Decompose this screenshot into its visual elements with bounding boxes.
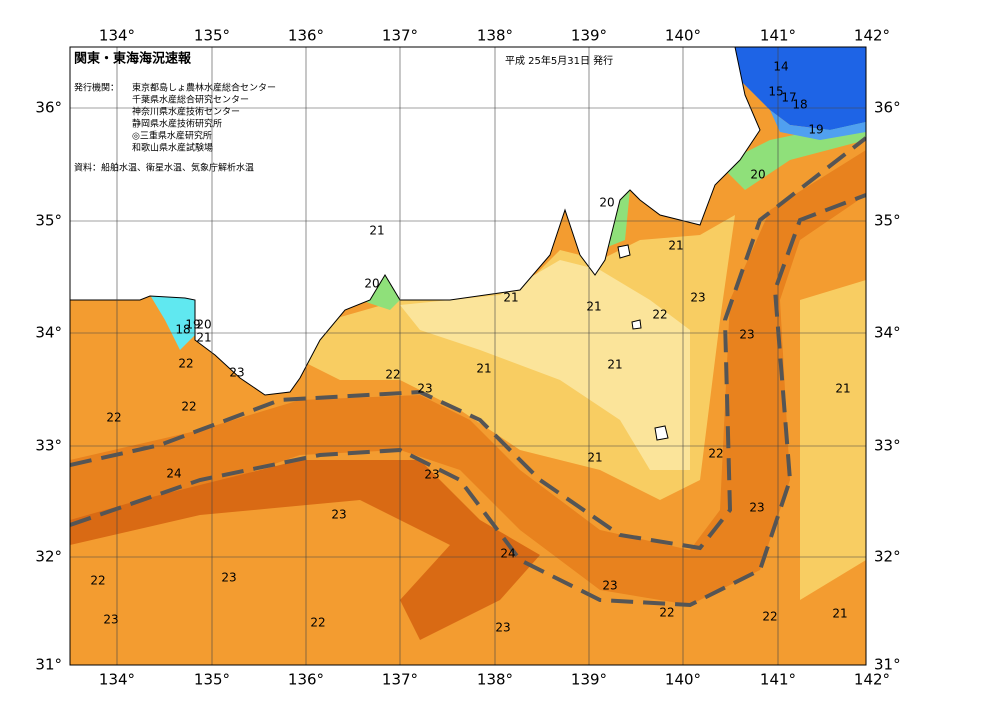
cold-edge bbox=[770, 110, 866, 140]
cold-zone bbox=[735, 47, 866, 130]
lat-label: 36° bbox=[874, 99, 901, 117]
contour-label: 23 bbox=[749, 501, 764, 515]
lat-label: 36° bbox=[35, 99, 62, 117]
issuer: 神奈川県水産技術センター bbox=[132, 106, 240, 118]
lon-label: 141° bbox=[760, 27, 796, 45]
lat-label: 32° bbox=[874, 548, 901, 566]
contour-label: 21 bbox=[587, 451, 602, 465]
lon-label: 137° bbox=[382, 671, 418, 689]
kuroshio-edge bbox=[70, 193, 866, 608]
contour-label: 22 bbox=[178, 357, 193, 371]
lat-label: 35° bbox=[35, 212, 62, 230]
lon-label: 136° bbox=[288, 27, 324, 45]
kuroshio-edge bbox=[70, 136, 866, 551]
contour-label: 23 bbox=[417, 382, 432, 396]
contour-label: 21 bbox=[476, 362, 491, 376]
lon-label: 140° bbox=[665, 671, 701, 689]
frame bbox=[69, 46, 867, 666]
lon-label: 141° bbox=[760, 671, 796, 689]
lon-label: 135° bbox=[194, 27, 230, 45]
lon-label: 142° bbox=[854, 27, 890, 45]
island bbox=[617, 244, 631, 259]
contour-label: 22 bbox=[90, 574, 105, 588]
contour-label: 24 bbox=[500, 547, 515, 561]
contour-label: 21 bbox=[832, 607, 847, 621]
issuer: 静岡県水産技術研究所 bbox=[132, 118, 222, 130]
lat-label: 31° bbox=[874, 656, 901, 674]
issuers-label: 発行機関： bbox=[74, 82, 119, 94]
cool-east bbox=[800, 280, 866, 600]
contour-label: 21 bbox=[196, 331, 211, 345]
contour-label: 18 bbox=[792, 98, 807, 112]
lon-label: 134° bbox=[99, 671, 135, 689]
lat-label: 32° bbox=[35, 548, 62, 566]
contour-label: 23 bbox=[103, 613, 118, 627]
lon-label: 134° bbox=[99, 27, 135, 45]
lon-label: 139° bbox=[571, 671, 607, 689]
cyan-zone bbox=[150, 295, 200, 350]
contour-label: 22 bbox=[708, 447, 723, 461]
lon-label: 142° bbox=[854, 671, 890, 689]
island bbox=[631, 319, 642, 330]
contour-label: 21 bbox=[369, 224, 384, 238]
contour-label: 23 bbox=[495, 621, 510, 635]
contour-label: 22 bbox=[652, 308, 667, 322]
contour-label: 23 bbox=[221, 571, 236, 585]
contour-label: 15 bbox=[768, 85, 783, 99]
contour-label: 21 bbox=[668, 239, 683, 253]
contour-label: 20 bbox=[599, 196, 614, 210]
lon-label: 135° bbox=[194, 671, 230, 689]
issue-date: 平成 25年5月31日 発行 bbox=[505, 54, 613, 67]
contour-label: 20 bbox=[750, 168, 765, 182]
contour-label: 22 bbox=[659, 606, 674, 620]
island bbox=[654, 425, 669, 441]
lon-label: 136° bbox=[288, 671, 324, 689]
lon-label: 139° bbox=[571, 27, 607, 45]
contour-label: 24 bbox=[166, 467, 181, 481]
contour-label: 21 bbox=[607, 358, 622, 372]
cooler-coastal bbox=[400, 260, 690, 470]
map-area bbox=[70, 47, 866, 665]
contour-label: 22 bbox=[762, 610, 777, 624]
contour-label: 20 bbox=[364, 277, 379, 291]
lat-label: 31° bbox=[35, 656, 62, 674]
contour-label: 21 bbox=[835, 382, 850, 396]
lat-label: 33° bbox=[35, 437, 62, 455]
issuer: 和歌山県水産試験場 bbox=[132, 142, 213, 154]
contour-label: 19 bbox=[185, 318, 200, 332]
contour-label: 23 bbox=[229, 366, 244, 380]
lon-label: 138° bbox=[477, 671, 513, 689]
issuer: 千葉県水産総合研究センター bbox=[132, 94, 249, 106]
contour-label: 23 bbox=[424, 468, 439, 482]
lat-label: 34° bbox=[35, 324, 62, 342]
issuer: 東京都島しょ農林水産総合センター bbox=[132, 82, 276, 94]
contour-label: 23 bbox=[739, 328, 754, 342]
lat-label: 33° bbox=[874, 437, 901, 455]
contour-label: 19 bbox=[808, 123, 823, 137]
lon-label: 138° bbox=[477, 27, 513, 45]
contour-label: 22 bbox=[106, 411, 121, 425]
lat-label: 34° bbox=[874, 324, 901, 342]
lon-label: 137° bbox=[382, 27, 418, 45]
contour-label: 23 bbox=[331, 508, 346, 522]
contour-label: 14 bbox=[773, 60, 788, 74]
contour-label: 21 bbox=[503, 291, 518, 305]
contour-label: 21 bbox=[586, 300, 601, 314]
title: 関東・東海海況速報 bbox=[74, 51, 192, 67]
contour-label: 22 bbox=[181, 400, 196, 414]
contour-label: 18 bbox=[175, 323, 190, 337]
lon-label: 140° bbox=[665, 27, 701, 45]
contour-label: 23 bbox=[602, 579, 617, 593]
contour-label: 23 bbox=[690, 291, 705, 305]
lat-label: 35° bbox=[874, 212, 901, 230]
source-note: 資料：船舶水温、衛星水温、気象庁解析水温 bbox=[74, 162, 254, 174]
issuer: ◎三重県水産研究所 bbox=[132, 130, 212, 142]
warm-core bbox=[70, 460, 540, 640]
contour-label: 22 bbox=[385, 368, 400, 382]
contour-label: 22 bbox=[310, 616, 325, 630]
contour-label: 20 bbox=[196, 318, 211, 332]
contour-label: 17 bbox=[781, 91, 796, 105]
